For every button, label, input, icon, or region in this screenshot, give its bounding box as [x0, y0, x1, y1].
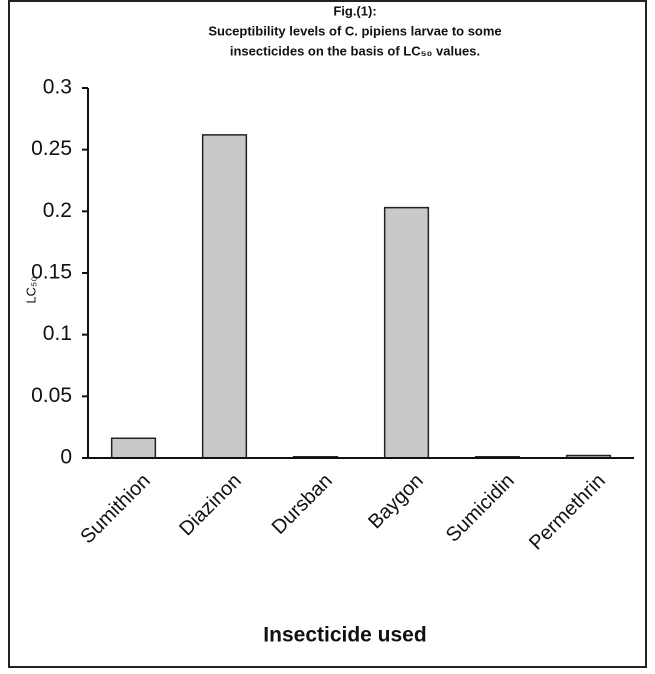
- bar: [383, 206, 430, 459]
- x-tick-label: Diazinon: [175, 470, 246, 541]
- y-tick-label: 0.2: [43, 199, 72, 222]
- x-tick-label: Sumicidin: [442, 470, 519, 547]
- y-tick-label: 0.3: [43, 76, 72, 99]
- bar: [201, 134, 248, 459]
- y-tick-label: 0.05: [31, 384, 72, 407]
- y-tick-label: 0: [60, 446, 72, 469]
- bar: [110, 437, 157, 459]
- x-tick-label: Baygon: [364, 470, 428, 534]
- x-axis-title: Insecticide used: [263, 624, 426, 647]
- chart-title: Fig.(1):: [333, 3, 376, 18]
- x-tick-label: Sumithion: [76, 470, 154, 548]
- x-tick-label: Dursban: [268, 470, 337, 539]
- chart-title: Suceptibility levels of C. pipiens larva…: [208, 23, 501, 38]
- y-tick-label: 0.15: [31, 261, 72, 284]
- x-tick-label: Permethrin: [525, 470, 610, 555]
- y-axis-title: LC₅₀: [23, 276, 38, 303]
- y-tick-label: 0.1: [43, 322, 72, 345]
- frame: [8, 0, 647, 668]
- chart-title: insecticides on the basis of LC₅₀ values…: [230, 43, 480, 58]
- y-tick-label: 0.25: [31, 137, 72, 160]
